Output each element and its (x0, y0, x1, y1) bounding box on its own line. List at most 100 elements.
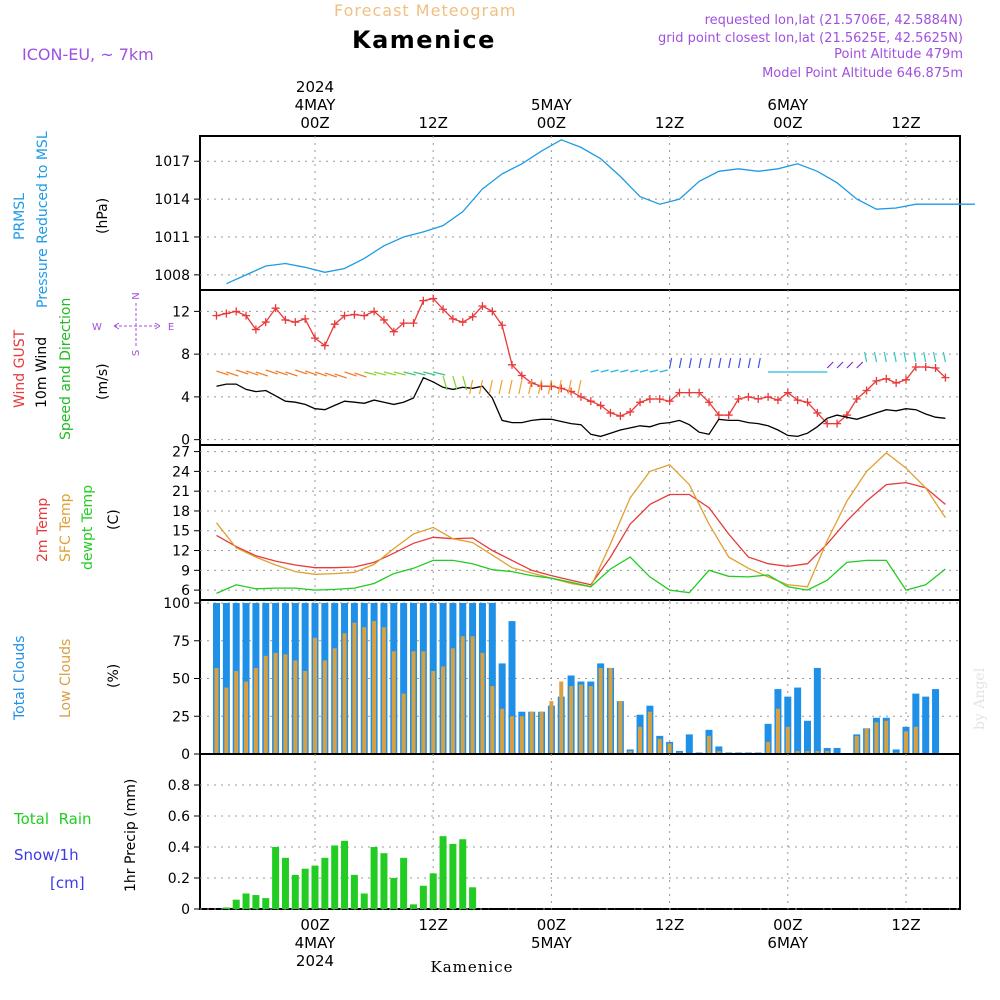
low-cloud-bar (598, 667, 603, 754)
wind-arrow (678, 357, 683, 369)
low-cloud-bar (431, 670, 436, 754)
requested-coords: requested lon,lat (21.5706E, 42.5884N) (705, 13, 963, 28)
gust-marker (291, 318, 300, 327)
rain-bar (410, 904, 417, 909)
panel-precip: 0 0.2 0.4 0.6 0.8 (168, 753, 961, 918)
gust-marker (724, 411, 733, 420)
wind-arrow (923, 351, 927, 363)
wind-arrow (452, 375, 458, 391)
temperature-labels: 2m Temp SFC Temp dewpt Temp (C) (35, 485, 122, 570)
gust-marker (803, 398, 812, 407)
wind-arrow (226, 371, 239, 377)
gust-marker (714, 411, 723, 420)
rain-bar (449, 843, 457, 909)
wind-arrow (600, 369, 609, 373)
gust-marker (773, 396, 782, 405)
gust-line (216, 297, 946, 425)
top-axis-label: 6MAY (767, 96, 809, 114)
ytick-label: 27 (172, 445, 190, 461)
low-cloud-bar (234, 670, 239, 754)
total-cloud-bar (784, 696, 792, 754)
gust-marker (281, 315, 290, 324)
gust-marker (458, 318, 467, 327)
gust-marker (389, 327, 398, 336)
compass-s: S (131, 350, 142, 356)
low-cloud-bar (874, 722, 879, 754)
pressure-frame (199, 135, 961, 291)
top-axis-label: 4MAY (295, 96, 337, 114)
wind-dir-label: Speed and Direction (58, 298, 74, 440)
ytick-label: 100 (163, 596, 190, 612)
wind-arrow (478, 379, 484, 395)
rain-bar (429, 873, 437, 909)
gust-marker (626, 407, 635, 416)
low-cloud-bar (618, 701, 623, 754)
wind-arrow (757, 357, 761, 369)
rain-bar (360, 893, 368, 909)
rain-bar (242, 893, 250, 909)
bottom-axis-label: 12Z (655, 916, 684, 934)
gust-marker (892, 379, 901, 387)
wind-arrow (344, 371, 357, 377)
total-cloud-bar (823, 747, 831, 754)
wind-arrow (469, 379, 474, 395)
low-cloud-bar (372, 621, 377, 754)
total-cloud-bar (222, 603, 230, 754)
gust-marker (212, 311, 221, 320)
rain-bar (331, 845, 339, 909)
ytick-label: 1011 (154, 230, 190, 246)
total-cloud-bar (715, 746, 723, 754)
ytick-label: 12 (172, 544, 190, 560)
low-cloud-bar (480, 652, 485, 754)
pressure-label-1: PRMSL (12, 193, 28, 240)
rain-bar (321, 857, 329, 909)
total-cloud-bar (932, 689, 940, 754)
ytick-label: 8 (181, 347, 190, 363)
sfc-line (215, 452, 946, 588)
gust-marker (872, 376, 881, 385)
wind-arrow (836, 361, 844, 369)
wind-unit: (m/s) (95, 363, 111, 400)
ytick-label: 4 (181, 390, 190, 406)
gust-marker (517, 371, 526, 380)
wind-arrow (903, 351, 907, 363)
wind-arrow (639, 369, 649, 373)
low-cloud-bar (785, 726, 790, 754)
gust-marker (301, 314, 310, 323)
wind-arrow (508, 379, 513, 395)
compass-n: N (131, 292, 142, 299)
low-cloud-bar (854, 735, 859, 754)
ytick-label: 0 (181, 902, 190, 918)
gust-marker (370, 307, 379, 316)
wind-arrow (649, 369, 659, 373)
gust-marker (419, 296, 428, 305)
low-cloud-bar (391, 651, 396, 754)
bottom-axis-label: 2024 (296, 952, 334, 970)
gust-marker (882, 374, 891, 383)
ytick-label: 0.2 (168, 871, 190, 887)
precip-unit: 1hr Precip (mm) (123, 779, 139, 892)
tsfc-label: SFC Temp (58, 493, 74, 562)
wind-arrow (728, 357, 732, 369)
page-title: Kamenice (352, 26, 496, 54)
low-cloud-bar (578, 684, 583, 754)
wind-arrow (567, 379, 572, 395)
total-cloud-bar (912, 693, 920, 754)
gust-marker (242, 311, 251, 320)
low-cloud-bar (864, 728, 869, 754)
gust-marker (222, 309, 231, 318)
wind-labels: Wind GUST 10m Wind Speed and Direction (… (12, 292, 174, 440)
low-cloud-bar (884, 720, 889, 754)
ytick-label: 25 (172, 709, 190, 725)
gust-marker (439, 305, 448, 314)
gust-marker (695, 388, 704, 397)
wind-arrow (364, 371, 377, 376)
low-cloud-bar (411, 651, 416, 754)
2m-line (216, 481, 946, 586)
rain-label: Total Rain (13, 810, 92, 828)
low-cloud-bar (667, 743, 672, 754)
gust-marker (311, 334, 319, 343)
gust-marker (645, 395, 654, 404)
low-cloud-bar (214, 667, 219, 754)
gridpoint-coords: grid point closest lon,lat (21.5625E, 42… (658, 31, 963, 46)
